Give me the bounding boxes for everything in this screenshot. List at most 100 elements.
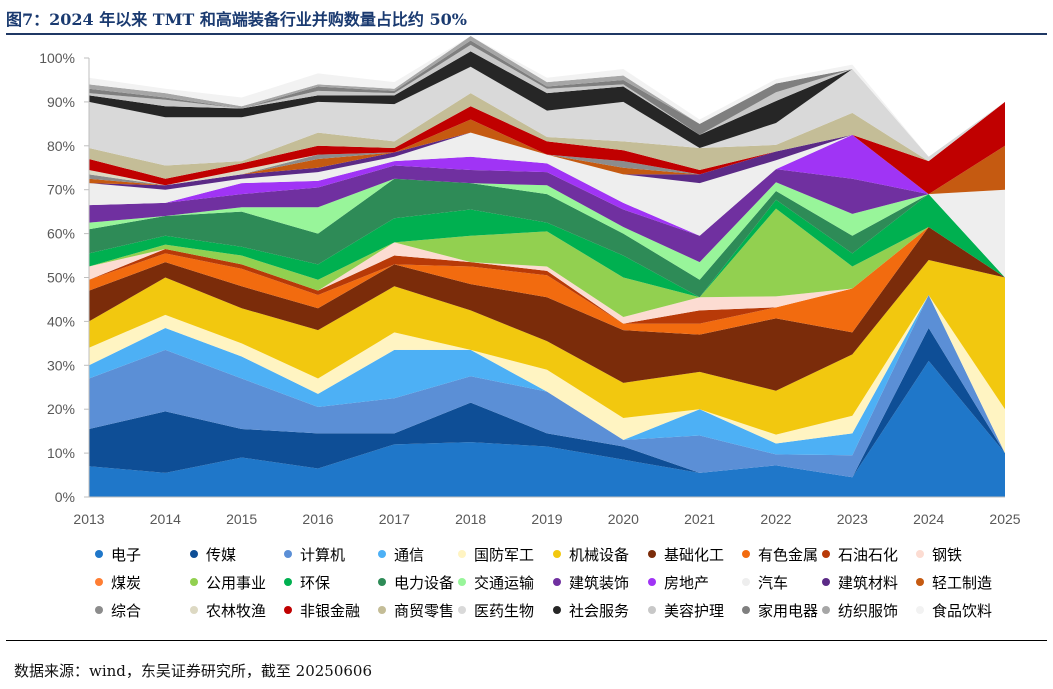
legend-label: 公用事业 [206,573,267,592]
x-tick-label: 2022 [760,511,791,527]
y-tick-label: 50% [47,270,75,286]
legend-swatch [284,578,292,586]
source-rule [6,640,1047,641]
legend-item: 传媒 [190,543,236,565]
legend-swatch [95,550,103,558]
area-series-0 [89,360,1005,497]
area-series-5 [89,259,1005,435]
legend-label: 综合 [111,601,142,620]
legend-label: 电子 [111,545,142,564]
legend-item: 基础化工 [648,543,724,565]
legend-swatch [822,550,830,558]
legend-item: 纺织服饰 [822,599,898,621]
x-tick-label: 2023 [837,511,868,527]
legend-swatch [190,606,198,614]
legend-swatch [95,578,103,586]
area-series-13 [89,178,1005,298]
legend-item: 国防军工 [458,543,534,565]
area-series-3 [89,295,1005,456]
title-rule [6,33,1047,35]
x-tick-label: 2013 [73,511,104,527]
legend-item: 有色金属 [742,543,818,565]
chart-title: 图7：2024 年以来 TMT 和高端装备行业并购数量占比约 50% [6,10,467,29]
legend-swatch [553,550,561,558]
area-series-25 [89,51,1005,157]
legend-label: 石油石化 [838,545,899,564]
area-series-22 [89,101,1005,195]
legend-item: 电子 [95,543,141,565]
legend-label: 环保 [300,573,331,592]
legend-item: 农林牧渔 [190,599,266,621]
legend-item: 建筑材料 [822,571,898,593]
legend-label: 商贸零售 [394,601,455,620]
area-series-7 [89,227,1005,335]
legend-swatch [378,550,386,558]
legend-swatch [742,606,750,614]
legend-item: 食品饮料 [916,599,992,621]
legend-label: 美容护理 [664,601,725,620]
legend-swatch [458,606,466,614]
legend-item: 建筑装饰 [553,571,629,593]
legend-label: 纺织服饰 [838,601,899,620]
legend-item: 石油石化 [822,543,898,565]
legend-label: 钢铁 [932,545,963,564]
legend-swatch [822,578,830,586]
legend-swatch [95,606,103,614]
stacked-area-chart: 0% 10% 20% 30% 40% 50% 60% 70% 80% 90% 100% 2013 201… [39,36,1021,527]
legend-swatch [190,550,198,558]
legend-label: 非银金融 [300,601,361,620]
y-tick-label: 80% [47,138,75,154]
legend-item: 综合 [95,599,141,621]
x-tick-label: 2019 [531,511,562,527]
legend-item: 轻工制造 [916,571,992,593]
area-series-1 [89,327,1005,478]
legend-item: 钢铁 [916,543,962,565]
area-series-11 [89,208,1005,318]
legend-item: 通信 [378,543,424,565]
area-series-29 [89,36,1005,157]
legend-swatch [916,606,924,614]
area-series-23 [89,93,1005,179]
y-tick-label: 20% [47,401,75,417]
legend-label: 电力设备 [394,573,455,592]
legend-label: 家用电器 [758,601,819,620]
legend-swatch [458,578,466,586]
legend-item: 交通运输 [458,571,534,593]
area-series-4 [89,295,1005,454]
legend-item: 美容护理 [648,599,724,621]
area-series-17 [89,132,1005,278]
legend-label: 汽车 [758,573,789,592]
legend-swatch [458,550,466,558]
y-tick-label: 0% [55,489,75,505]
legend-item: 非银金融 [284,599,360,621]
x-tick-label: 2015 [226,511,257,527]
legend-label: 通信 [394,545,425,564]
legend-item: 环保 [284,571,330,593]
legend-swatch [742,578,750,586]
area-series-12 [89,194,1005,298]
legend-swatch [378,578,386,586]
legend-item: 机械设备 [553,543,629,565]
legend-item: 煤炭 [95,571,141,593]
legend-swatch [284,550,292,558]
legend-label: 轻工制造 [932,573,993,592]
x-tick-label: 2014 [150,511,181,527]
legend-item: 医药生物 [458,599,534,621]
legend-item: 计算机 [284,543,345,565]
legend-label: 建筑装饰 [569,573,630,592]
legend-swatch [284,606,292,614]
area-series-15 [89,165,1005,278]
legend-item: 家用电器 [742,599,818,621]
x-tick-label: 2025 [989,511,1020,527]
legend-swatch [822,606,830,614]
y-tick-label: 90% [47,94,75,110]
y-tick-label: 70% [47,182,75,198]
legend-label: 建筑材料 [838,573,899,592]
legend-item: 社会服务 [553,599,629,621]
y-tick-label: 10% [47,445,75,461]
legend-swatch [190,578,198,586]
legend-label: 有色金属 [758,545,819,564]
legend-label: 农林牧渔 [206,601,267,620]
legend-swatch [916,578,924,586]
legend-label: 国防军工 [474,545,535,564]
